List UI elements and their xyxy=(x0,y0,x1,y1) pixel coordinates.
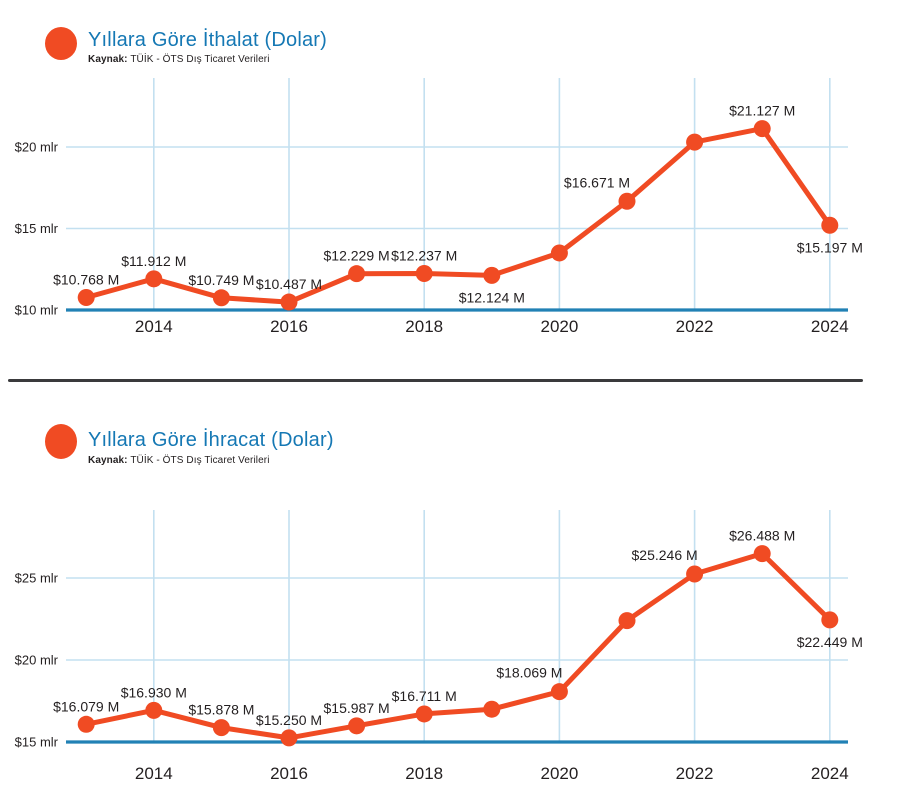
data-point xyxy=(483,700,501,718)
data-point-label: $22.449 M xyxy=(797,634,863,650)
x-axis-tick-label: 2014 xyxy=(135,764,173,783)
x-axis-tick-label: 2022 xyxy=(676,317,714,336)
data-point-label: $10.749 M xyxy=(188,272,254,288)
imports-line-chart: $10 mlr $15 mlr $20 mlr 2014 2016 2018 2020 202… xyxy=(15,78,863,336)
data-point xyxy=(618,192,636,210)
x-axis-tick-label: 2024 xyxy=(811,317,849,336)
data-point-label: $25.246 M xyxy=(632,547,698,563)
x-axis-tick-label: 2016 xyxy=(270,317,308,336)
data-point xyxy=(280,293,298,311)
exports-chart-source: Kaynak: TÜİK - ÖTS Dış Ticaret Verileri xyxy=(88,455,270,466)
data-point xyxy=(550,683,568,701)
data-point-label: $12.237 M xyxy=(391,248,457,264)
data-point xyxy=(212,719,230,737)
data-point xyxy=(618,612,636,630)
data-point xyxy=(415,705,433,723)
data-point-label: $16.711 M xyxy=(392,688,457,704)
data-point-label: $15.197 M xyxy=(797,239,863,255)
section-divider xyxy=(8,379,863,382)
x-axis-tick-label: 2018 xyxy=(405,317,443,336)
data-point-label: $15.987 M xyxy=(324,700,390,716)
data-point-label: $10.487 M xyxy=(256,276,322,292)
data-point xyxy=(77,715,95,733)
data-point-label: $21.127 M xyxy=(729,103,795,119)
y-axis-tick-label: $10 mlr xyxy=(15,303,59,318)
data-point xyxy=(212,289,230,307)
data-point xyxy=(280,729,298,747)
data-point-label: $16.079 M xyxy=(53,698,119,714)
data-point xyxy=(821,611,839,629)
data-point xyxy=(483,266,501,284)
y-axis-tick-label: $25 mlr xyxy=(15,571,59,586)
data-point-label: $15.878 M xyxy=(188,702,254,718)
y-axis-tick-label: $15 mlr xyxy=(15,735,59,750)
data-point xyxy=(753,545,771,563)
x-axis-tick-label: 2014 xyxy=(135,317,173,336)
data-point xyxy=(348,717,366,735)
data-point xyxy=(821,216,839,234)
data-point-label: $16.930 M xyxy=(121,684,187,700)
source-text: TÜİK - ÖTS Dış Ticaret Verileri xyxy=(130,455,270,466)
data-point-label: $10.768 M xyxy=(53,271,119,287)
data-point-label: $11.912 M xyxy=(121,253,186,269)
data-point xyxy=(686,133,704,151)
data-point xyxy=(348,265,366,283)
data-point xyxy=(145,701,163,719)
data-point xyxy=(77,288,95,306)
y-axis-tick-label: $15 mlr xyxy=(15,221,59,236)
x-axis-tick-label: 2020 xyxy=(540,764,578,783)
source-prefix-label: Kaynak: xyxy=(88,54,128,65)
imports-chart-title: Yıllara Göre İthalat (Dolar) xyxy=(88,29,328,51)
data-point-label: $18.069 M xyxy=(496,665,562,681)
y-axis-tick-label: $20 mlr xyxy=(15,653,59,668)
data-point-label: $12.229 M xyxy=(324,248,390,264)
data-point-label: $26.488 M xyxy=(729,528,795,544)
series-line xyxy=(83,126,833,305)
data-point xyxy=(145,270,163,288)
data-point-label: $16.671 M xyxy=(564,174,630,190)
bullet-circle-icon xyxy=(45,27,77,60)
source-text: TÜİK - ÖTS Dış Ticaret Verileri xyxy=(130,54,270,65)
x-axis-tick-label: 2016 xyxy=(270,764,308,783)
x-axis-tick-label: 2024 xyxy=(811,764,849,783)
data-point-label: $12.124 M xyxy=(459,289,525,305)
exports-chart-title: Yıllara Göre İhracat (Dolar) xyxy=(88,429,334,451)
data-point xyxy=(686,565,704,583)
data-point xyxy=(415,265,433,283)
source-prefix-label: Kaynak: xyxy=(88,455,128,466)
exports-line-chart: $15 mlr $20 mlr $25 mlr 2014 2016 2018 2020 202… xyxy=(15,510,863,783)
bullet-circle-icon xyxy=(45,424,77,459)
series-line xyxy=(83,551,833,741)
data-point xyxy=(753,120,771,138)
data-point-label: $15.250 M xyxy=(256,712,322,728)
imports-chart-source: Kaynak: TÜİK - ÖTS Dış Ticaret Verileri xyxy=(88,54,270,65)
data-point xyxy=(550,244,568,262)
x-axis-tick-label: 2020 xyxy=(540,317,578,336)
x-axis-tick-label: 2022 xyxy=(676,764,714,783)
x-axis-tick-label: 2018 xyxy=(405,764,443,783)
y-axis-tick-label: $20 mlr xyxy=(15,140,59,155)
